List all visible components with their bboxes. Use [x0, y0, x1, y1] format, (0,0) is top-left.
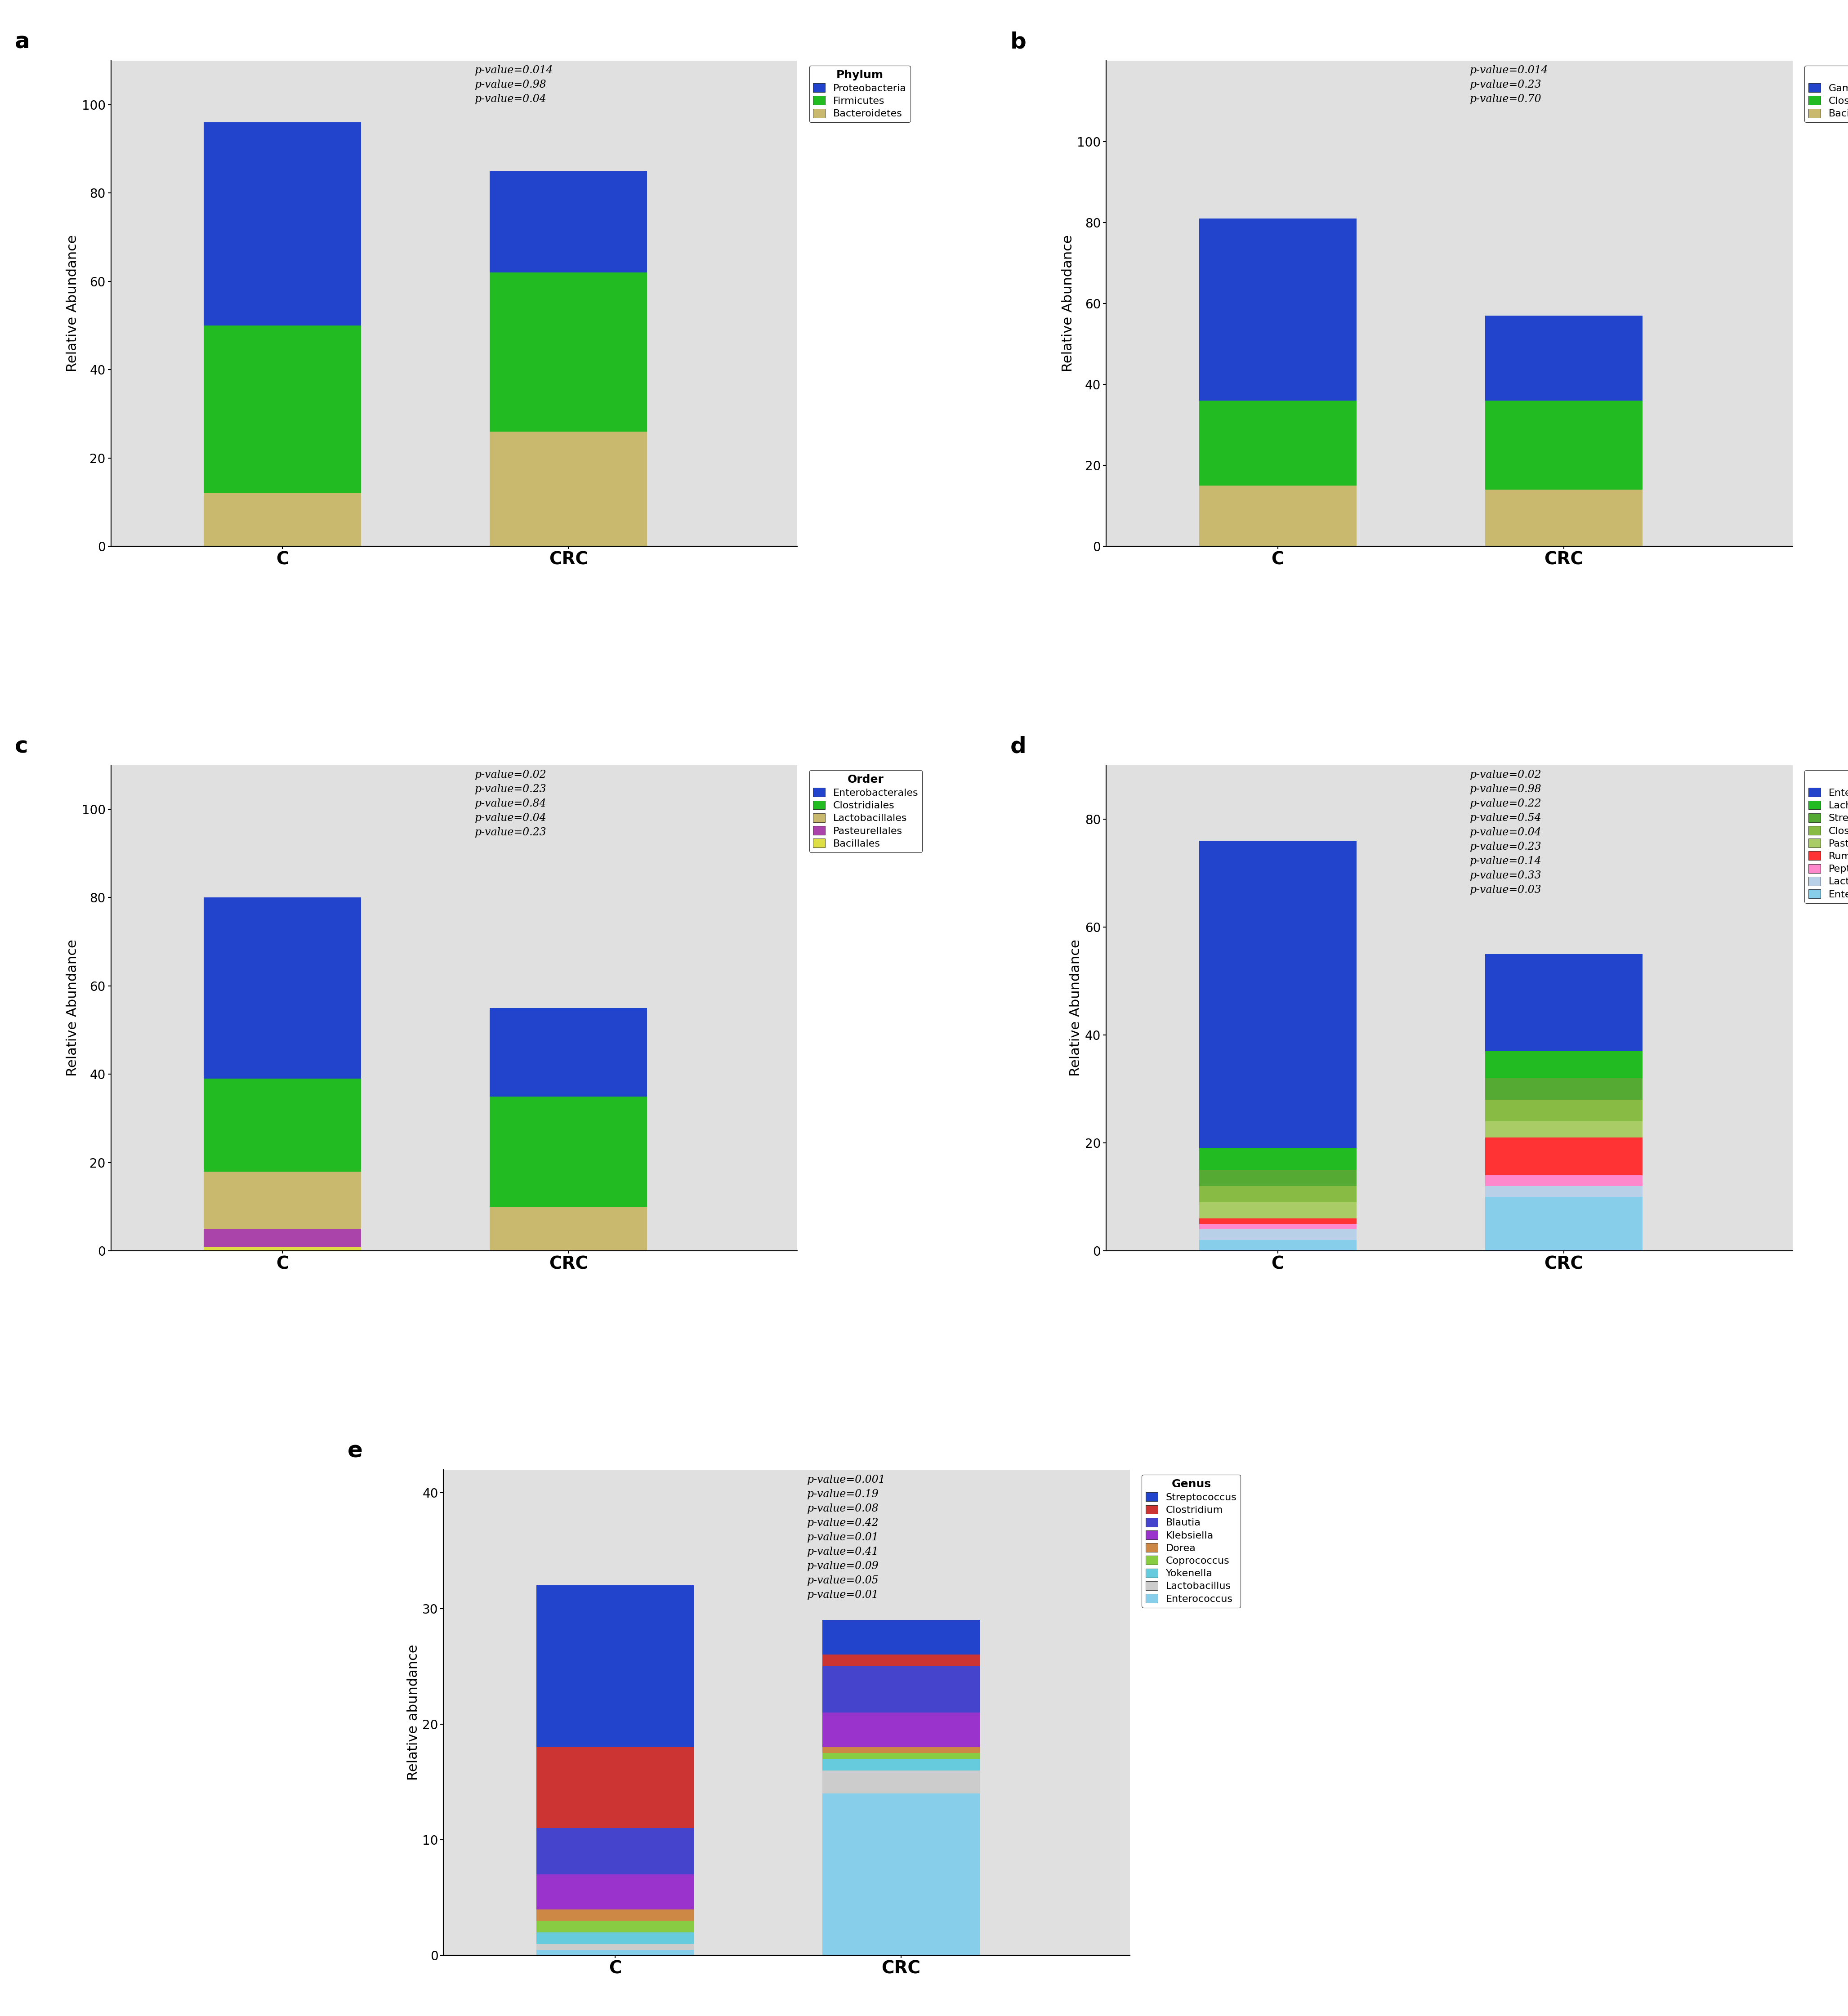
Bar [203, 325, 360, 494]
Bar [1486, 1175, 1643, 1185]
Bar [1486, 1079, 1643, 1101]
Bar [1199, 1169, 1356, 1185]
Bar [1486, 401, 1643, 490]
Text: p-value=0.02
p-value=0.23
p-value=0.84
p-value=0.04
p-value=0.23: p-value=0.02 p-value=0.23 p-value=0.84 p… [475, 770, 547, 839]
Bar [1486, 490, 1643, 546]
Bar [536, 1909, 693, 1921]
Bar [822, 1621, 979, 1655]
Bar [536, 1585, 693, 1748]
Bar [1199, 841, 1356, 1149]
Bar [1486, 1137, 1643, 1175]
Bar [490, 1208, 647, 1252]
Text: p-value=0.001
p-value=0.19
p-value=0.08
p-value=0.42
p-value=0.01
p-value=0.41
p: p-value=0.001 p-value=0.19 p-value=0.08 … [808, 1474, 885, 1601]
Bar [1199, 1218, 1356, 1224]
Bar [536, 1829, 693, 1875]
Y-axis label: Relative Abundance: Relative Abundance [1061, 236, 1074, 371]
Text: a: a [15, 32, 30, 52]
Bar [203, 123, 360, 325]
Bar [1486, 1050, 1643, 1079]
Legend: Enterobacterales, Clostridiales, Lactobacillales, Pasteurellales, Bacillales: Enterobacterales, Clostridiales, Lactoba… [809, 770, 922, 853]
Text: e: e [347, 1441, 362, 1462]
Bar [203, 1079, 360, 1171]
Bar [536, 1949, 693, 1956]
Y-axis label: Relative Abundance: Relative Abundance [1070, 939, 1083, 1077]
Bar [536, 1933, 693, 1943]
Bar [1199, 1224, 1356, 1230]
Text: b: b [1011, 32, 1026, 52]
Bar [822, 1667, 979, 1712]
Bar [490, 431, 647, 546]
Bar [490, 1008, 647, 1097]
Bar [1199, 1230, 1356, 1240]
Legend: Enterobacteriaceae, Lachnospiraceae, Streptococcaceae, Clostridiaceae, Pasteurel: Enterobacteriaceae, Lachnospiraceae, Str… [1804, 770, 1848, 903]
Bar [536, 1748, 693, 1829]
Legend: Proteobacteria, Firmicutes, Bacteroidetes: Proteobacteria, Firmicutes, Bacteroidete… [809, 65, 911, 123]
Bar [1486, 954, 1643, 1050]
Bar [822, 1758, 979, 1770]
Legend: Streptococcus, Clostridium, Blautia, Klebsiella, Dorea, Coprococcus, Yokenella, : Streptococcus, Clostridium, Blautia, Kle… [1142, 1474, 1240, 1607]
Bar [1486, 1121, 1643, 1137]
Bar [203, 1171, 360, 1230]
Bar [822, 1754, 979, 1758]
Bar [822, 1655, 979, 1667]
Bar [203, 1246, 360, 1252]
Bar [536, 1875, 693, 1909]
Bar [1199, 1240, 1356, 1252]
Legend: Gammaproteobacteria, Clostridia, Bacilli: Gammaproteobacteria, Clostridia, Bacilli [1804, 65, 1848, 123]
Bar [1199, 218, 1356, 401]
Bar [1486, 1101, 1643, 1121]
Bar [1199, 401, 1356, 486]
Text: c: c [15, 736, 28, 758]
Bar [1486, 1198, 1643, 1252]
Bar [1486, 1185, 1643, 1198]
Bar [822, 1748, 979, 1754]
Bar [203, 1230, 360, 1246]
Text: p-value=0.014
p-value=0.23
p-value=0.70: p-value=0.014 p-value=0.23 p-value=0.70 [1469, 65, 1549, 105]
Bar [490, 1097, 647, 1208]
Bar [203, 897, 360, 1079]
Y-axis label: Relative Abundance: Relative Abundance [67, 939, 79, 1077]
Text: p-value=0.014
p-value=0.98
p-value=0.04: p-value=0.014 p-value=0.98 p-value=0.04 [475, 65, 553, 105]
Bar [822, 1794, 979, 1956]
Y-axis label: Relative Abundance: Relative Abundance [67, 236, 79, 371]
Text: d: d [1011, 736, 1026, 758]
Bar [1199, 1185, 1356, 1202]
Bar [822, 1770, 979, 1794]
Bar [203, 494, 360, 546]
Bar [536, 1943, 693, 1949]
Bar [1199, 1149, 1356, 1169]
Y-axis label: Relative abundance: Relative abundance [407, 1645, 419, 1780]
Bar [1486, 317, 1643, 401]
Bar [536, 1921, 693, 1933]
Text: p-value=0.02
p-value=0.98
p-value=0.22
p-value=0.54
p-value=0.04
p-value=0.23
p-: p-value=0.02 p-value=0.98 p-value=0.22 p… [1469, 770, 1541, 895]
Bar [490, 171, 647, 272]
Bar [822, 1712, 979, 1748]
Bar [490, 272, 647, 431]
Bar [1199, 1202, 1356, 1218]
Bar [1199, 486, 1356, 546]
